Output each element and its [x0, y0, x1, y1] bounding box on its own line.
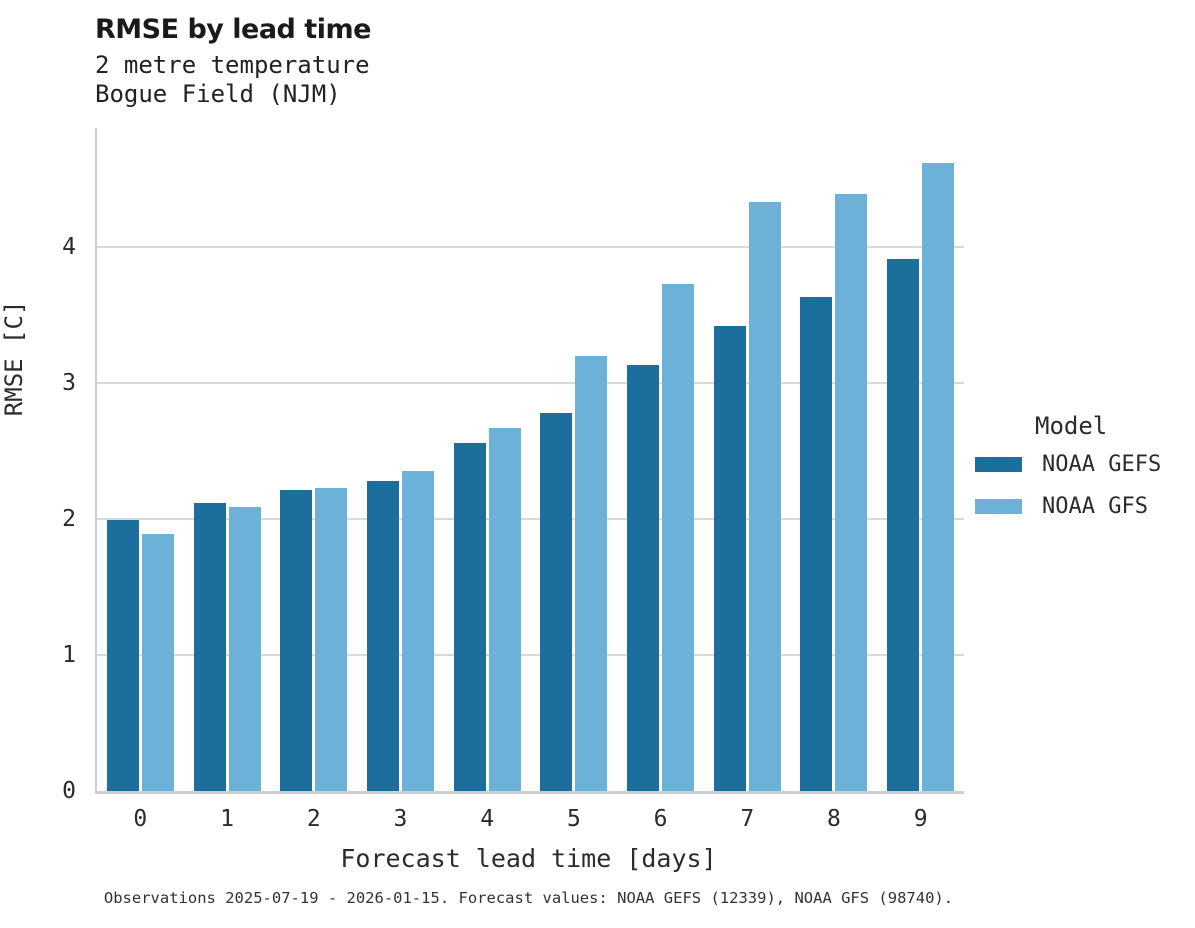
bar-noaa-gfs-day-2: [315, 487, 348, 791]
bar-group-day-3: [357, 128, 444, 791]
y-tick-4: 4: [62, 234, 76, 260]
x-tick-9: 9: [913, 806, 928, 832]
plot-area: [95, 128, 964, 794]
bar-noaa-gefs-day-4: [453, 442, 486, 791]
x-axis-ticks: 0 1 2 3 4 5 6 7 8 9: [97, 806, 964, 832]
bar-noaa-gefs-day-1: [193, 502, 226, 791]
subtitle-variable: 2 metre temperature: [95, 51, 370, 79]
bar-group-day-0: [97, 128, 184, 791]
bar-noaa-gfs-day-6: [662, 283, 695, 791]
y-tick-2: 2: [62, 506, 76, 532]
x-tick-7: 7: [740, 806, 755, 832]
chart-title: RMSE by lead time: [95, 14, 371, 45]
x-tick-0: 0: [133, 806, 148, 832]
x-tick-8: 8: [827, 806, 841, 832]
x-tick-4: 4: [480, 806, 495, 832]
legend-swatch-icon: [975, 457, 1022, 472]
y-tick-0: 0: [62, 778, 76, 804]
bar-group-day-7: [704, 128, 791, 791]
bar-group-day-4: [444, 128, 531, 791]
bar-noaa-gefs-day-5: [540, 412, 573, 791]
x-tick-5: 5: [566, 806, 581, 832]
chart-subtitle: 2 metre temperature Bogue Field (NJM): [95, 51, 370, 109]
gridline-y-3: [97, 382, 964, 384]
bar-noaa-gefs-day-0: [106, 520, 139, 791]
bar-group-day-8: [791, 128, 878, 791]
bar-noaa-gefs-day-2: [280, 490, 313, 791]
y-tick-1: 1: [62, 642, 76, 668]
y-axis-ticks: 0 1 2 3 4: [0, 128, 84, 803]
subtitle-station: Bogue Field (NJM): [95, 80, 341, 108]
bar-noaa-gfs-day-4: [488, 427, 521, 791]
gridline-y-4: [97, 246, 964, 248]
bar-noaa-gfs-day-8: [835, 193, 868, 791]
x-tick-2: 2: [306, 806, 321, 832]
bar-group-day-9: [877, 128, 964, 791]
legend-items: NOAA GEFS NOAA GFS: [975, 452, 1161, 519]
bar-noaa-gefs-day-9: [887, 259, 920, 791]
caption: Observations 2025-07-19 - 2026-01-15. Fo…: [103, 889, 954, 907]
bar-group-day-2: [270, 128, 357, 791]
bar-noaa-gfs-day-9: [922, 162, 955, 791]
legend-swatch-icon: [975, 499, 1022, 514]
bar-group-day-6: [617, 128, 704, 791]
legend-title: Model: [1035, 412, 1108, 440]
x-tick-3: 3: [393, 806, 408, 832]
bars: [97, 128, 964, 791]
bar-group-day-5: [531, 128, 618, 791]
x-axis-label: Forecast lead time [days]: [340, 844, 717, 873]
bar-noaa-gfs-day-5: [575, 355, 608, 791]
bar-noaa-gfs-day-0: [141, 533, 174, 791]
legend-label: NOAA GFS: [1042, 494, 1148, 519]
gridline-y-1: [97, 654, 964, 656]
legend-label: NOAA GEFS: [1042, 452, 1162, 477]
bar-noaa-gefs-day-3: [366, 480, 399, 791]
legend-item-noaa-gefs: NOAA GEFS: [975, 452, 1161, 477]
bar-group-day-1: [184, 128, 271, 791]
legend-item-noaa-gfs: NOAA GFS: [975, 494, 1161, 519]
legend: Model NOAA GEFS NOAA GFS: [975, 412, 1161, 536]
gridline-y-2: [97, 518, 964, 520]
y-tick-3: 3: [62, 370, 76, 396]
bar-noaa-gfs-day-3: [401, 471, 434, 791]
bar-noaa-gfs-day-1: [228, 506, 261, 791]
bar-noaa-gefs-day-6: [627, 365, 660, 791]
x-tick-6: 6: [653, 806, 668, 832]
bar-noaa-gefs-day-7: [713, 325, 746, 791]
bar-noaa-gfs-day-7: [748, 202, 781, 791]
x-tick-1: 1: [220, 806, 234, 832]
bar-noaa-gefs-day-8: [800, 297, 833, 791]
